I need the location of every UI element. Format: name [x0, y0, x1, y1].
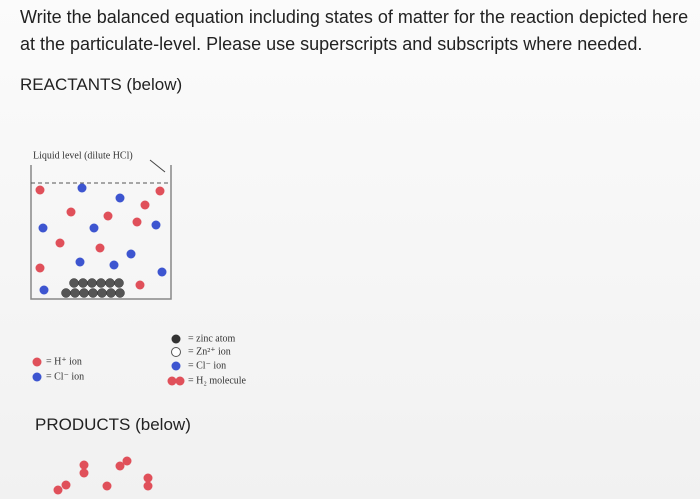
- h-ion: [95, 243, 105, 253]
- h-atom: [115, 461, 125, 471]
- h-ion: [35, 263, 45, 273]
- zinc-atom: [114, 278, 124, 288]
- cl-ion: [157, 267, 167, 277]
- zinc-atom: [105, 278, 115, 288]
- legend-label: = Cl⁻ ion: [188, 360, 226, 371]
- cl-ion: [75, 257, 85, 267]
- cl-ion: [126, 249, 136, 259]
- legend-swatch: [171, 334, 181, 344]
- legend-swatch: [175, 376, 185, 386]
- cl-ion: [151, 220, 161, 230]
- legend-label: = Cl⁻ ion: [46, 371, 84, 382]
- liquid-label: Liquid level (dilute HCl): [33, 150, 133, 161]
- question-text: Write the balanced equation including st…: [20, 7, 689, 54]
- zinc-atom: [69, 278, 79, 288]
- legend-swatch: [171, 347, 181, 357]
- h-atom: [61, 480, 71, 490]
- label-arrow: [149, 159, 166, 173]
- zinc-atom: [88, 288, 98, 298]
- zinc-atom: [106, 288, 116, 298]
- legend-label: = H⁺ ion: [46, 356, 82, 367]
- h-ion: [66, 207, 76, 217]
- h-atom: [79, 468, 89, 478]
- reactants-heading: REACTANTS (below): [20, 75, 183, 94]
- cl-ion: [38, 223, 48, 233]
- zinc-atom: [96, 278, 106, 288]
- cl-ion: [77, 183, 87, 193]
- h-ion: [35, 185, 45, 195]
- h-ion: [55, 238, 65, 248]
- zinc-atom: [78, 278, 88, 288]
- legend-swatch: [171, 361, 181, 371]
- zinc-atom: [70, 288, 80, 298]
- zinc-metal: [61, 278, 125, 298]
- zinc-atom: [97, 288, 107, 298]
- legend-left: = H⁺ ion = Cl⁻ ion: [32, 356, 84, 382]
- cl-ion: [39, 285, 49, 295]
- h-ion: [135, 280, 145, 290]
- products-heading: PRODUCTS (below): [35, 415, 191, 434]
- legend-swatch: [32, 357, 42, 367]
- zinc-atom: [115, 288, 125, 298]
- h-atom: [122, 456, 132, 466]
- legend-swatch: [32, 372, 42, 382]
- legend-label: = Zn²⁺ ion: [188, 346, 231, 357]
- cl-ion: [115, 193, 125, 203]
- h-ion: [155, 186, 165, 196]
- legend-label: = zinc atom: [188, 333, 236, 344]
- beaker-walls: [30, 165, 172, 300]
- zinc-atom: [87, 278, 97, 288]
- h-ion: [103, 211, 113, 221]
- h-ion: [140, 200, 150, 210]
- product-particles: [53, 456, 153, 495]
- h-atom: [102, 481, 112, 491]
- h-ion: [132, 217, 142, 227]
- particles: [35, 183, 167, 295]
- h-atom: [79, 460, 89, 470]
- h-atom: [143, 473, 153, 483]
- legend-swatch: [167, 376, 177, 386]
- legend-right: = zinc atom = Zn²⁺ ion = Cl⁻ ion = H₂ mo…: [167, 333, 247, 386]
- legend-label: = H₂ molecule: [188, 375, 247, 386]
- zinc-atom: [79, 288, 89, 298]
- cl-ion: [89, 223, 99, 233]
- zinc-atom: [61, 288, 71, 298]
- h-atom: [53, 485, 63, 495]
- cl-ion: [109, 260, 119, 270]
- h-atom: [143, 481, 153, 491]
- beaker: [30, 159, 172, 300]
